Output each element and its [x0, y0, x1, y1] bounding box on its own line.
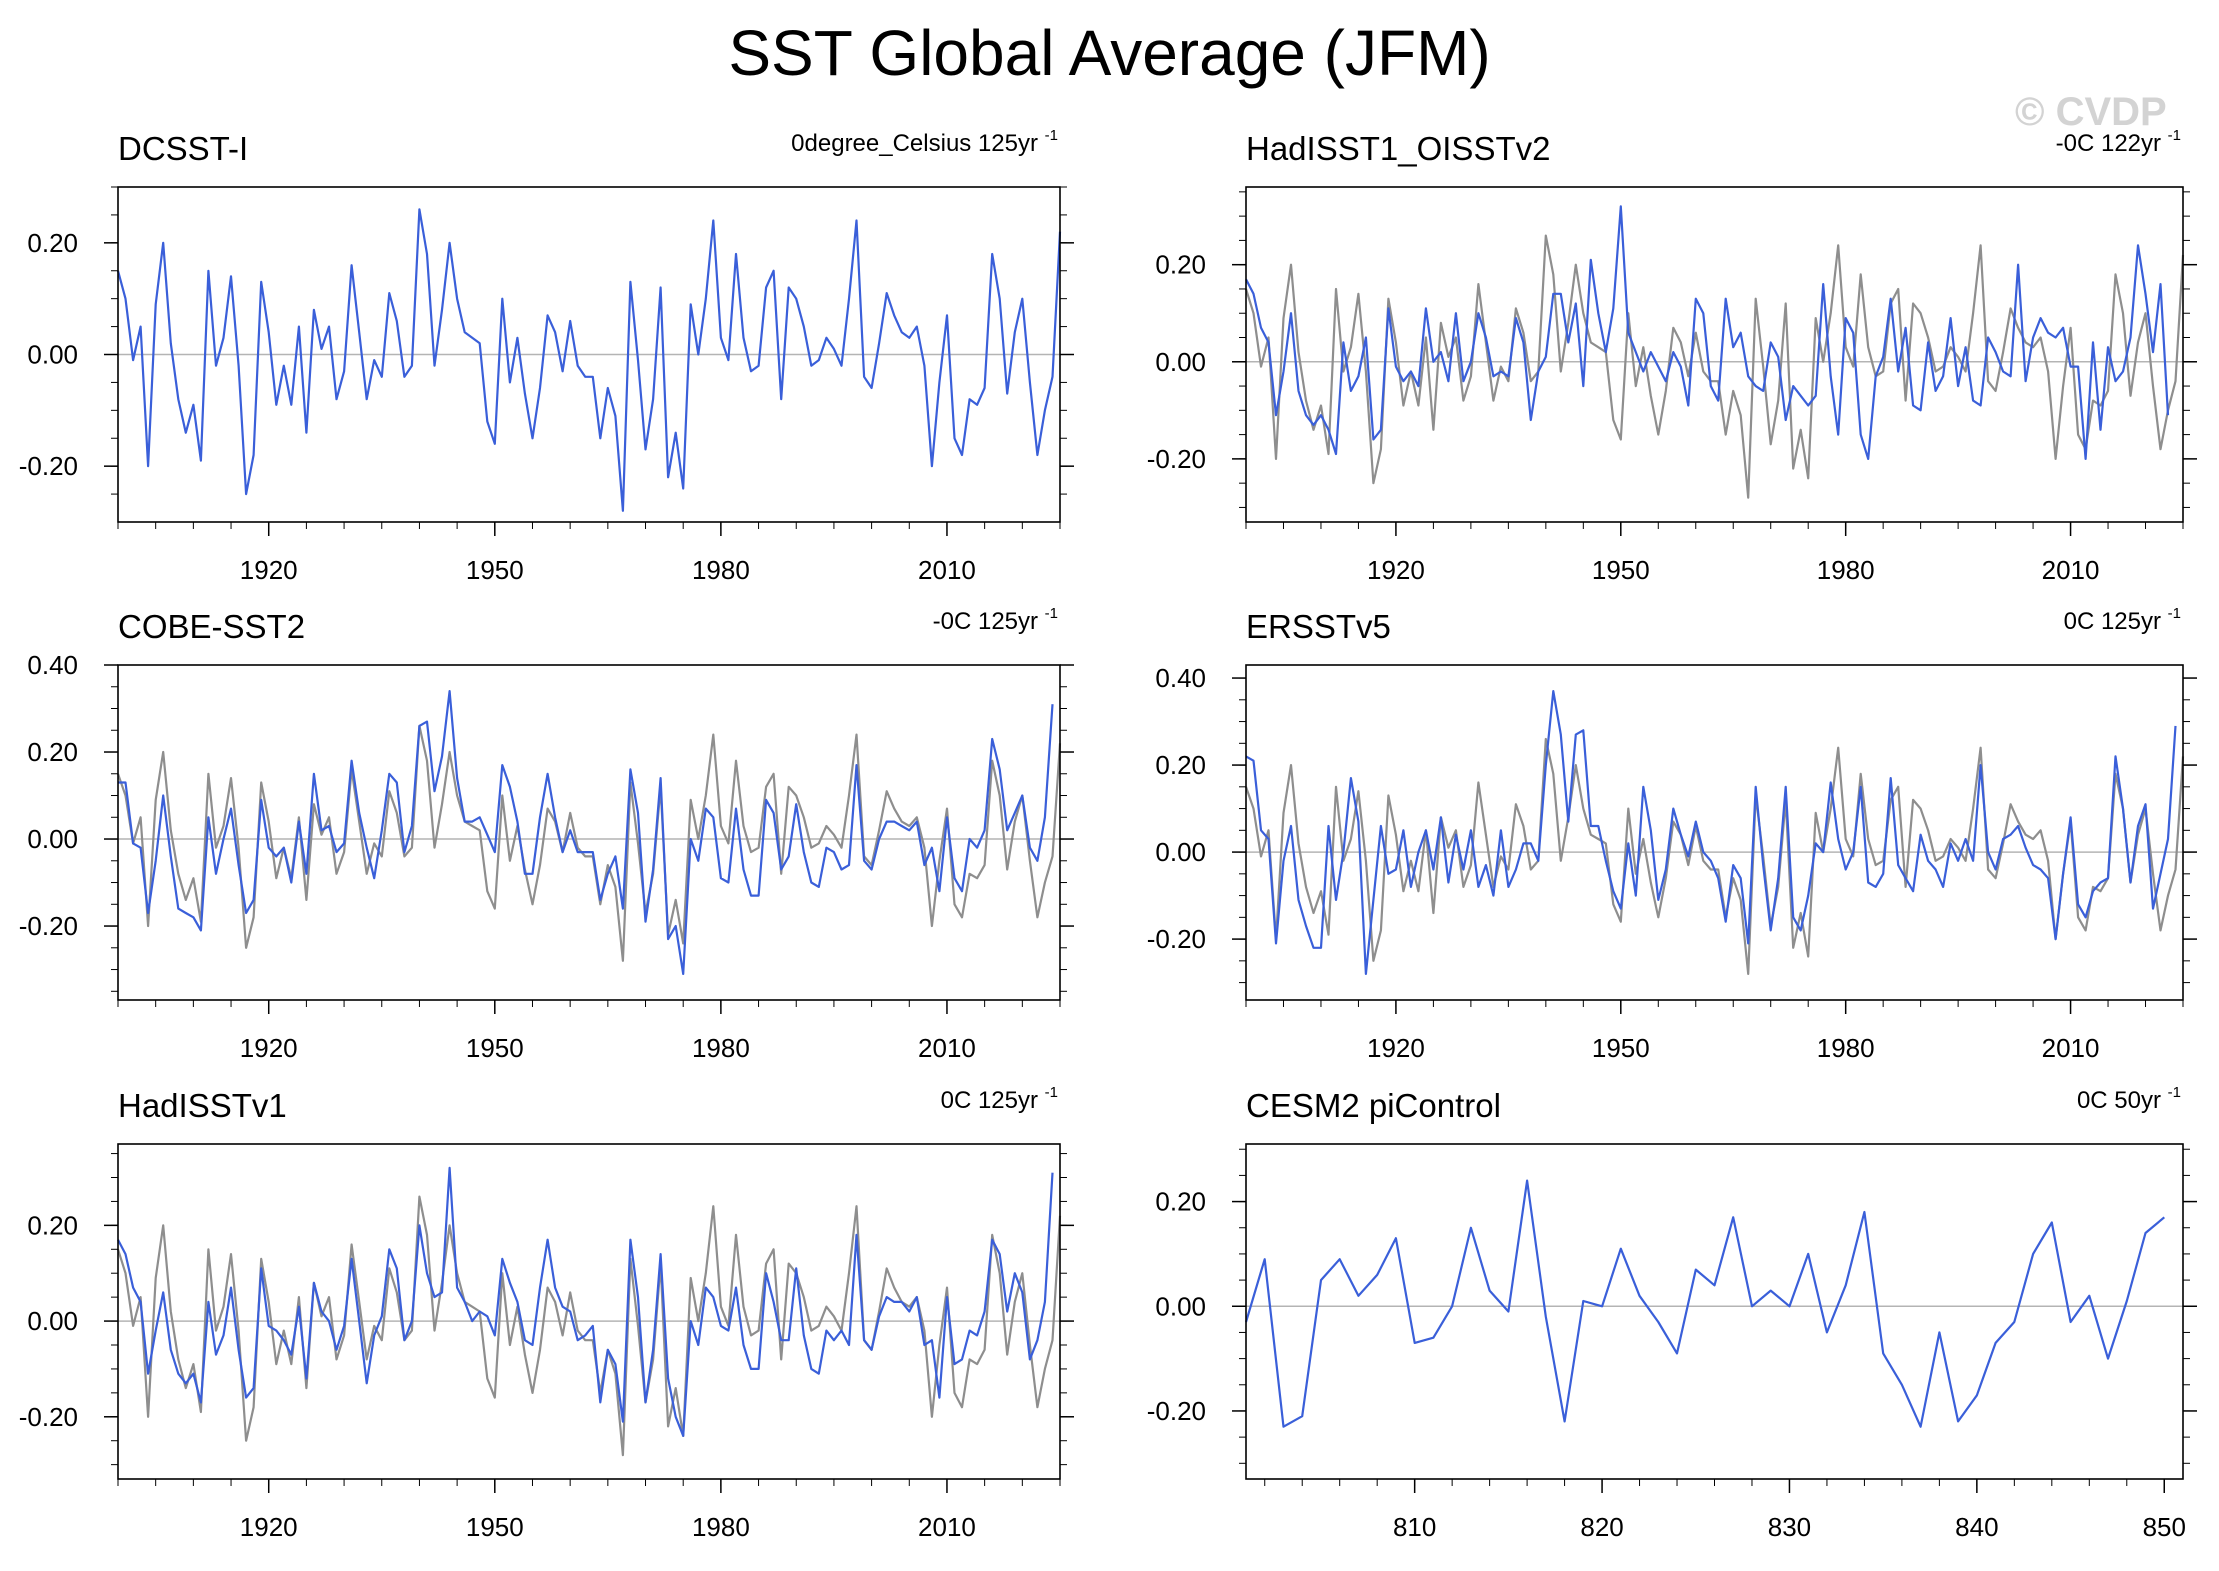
panel-cobe-sst2-info: -0C 125yr: [933, 608, 1038, 635]
panel-cesm2-picontrol: CESM2 piControl 0C 50yr -1 0.20 0.00 -0.20 810…: [1147, 1084, 2197, 1542]
panel-cesm2-picontrol-ytick-label: 0.00: [1155, 1291, 1206, 1321]
panel-hadisst1-oisstv2-series-reference-line: [1244, 234, 2185, 499]
panel-cobe-sst2-series-main-line: [118, 689, 1054, 976]
panel-ersstv5-series-main-line: [1245, 689, 2177, 976]
panel-cesm2-picontrol-frame: [1245, 1143, 2184, 1480]
panel-hadisst1-oisstv2-info: -0C 122yr: [2056, 130, 2161, 157]
panel-hadisst1-oisstv2-ytick-label: 0.00: [1155, 347, 1206, 377]
panel-cesm2-picontrol-xtick-label: 820: [1580, 1512, 1623, 1542]
panel-hadisstv1-xtick-label: 2010: [918, 1512, 976, 1542]
panel-ersstv5-xtick-label: 1950: [1592, 1033, 1650, 1063]
panel-cobe-sst2-xtick-label: 2010: [918, 1033, 976, 1063]
panel-ersstv5-info: 0C 125yr: [2064, 608, 2161, 635]
panel-ersstv5-frame: [1245, 664, 2184, 1001]
panel-hadisstv1-xtick-label: 1920: [240, 1512, 298, 1542]
panel-hadisst1-oisstv2-ytick-label: -0.20: [1147, 444, 1206, 474]
panel-cesm2-picontrol-info-sup: -1: [2168, 1084, 2181, 1101]
panel-ersstv5-xtick-label: 1980: [1817, 1033, 1875, 1063]
panel-hadisstv1-ytick-label: 0.00: [27, 1306, 78, 1336]
panel-ersstv5-info-sup: -1: [2168, 605, 2181, 622]
panel-cesm2-picontrol-title: CESM2 piControl: [1246, 1087, 1501, 1124]
panel-dcsst-i-ytick-label: 0.20: [27, 228, 78, 258]
panel-hadisstv1-title: HadISSTv1: [118, 1087, 287, 1124]
panel-hadisstv1: HadISSTv1 0C 125yr -1 0.20 0.00 -0.20 1920 1950…: [19, 1084, 1074, 1542]
panel-cobe-sst2-ytick-label: 0.40: [27, 650, 78, 680]
panel-hadisstv1-info: 0C 125yr: [941, 1087, 1038, 1114]
panel-cobe-sst2-info-sup: -1: [1045, 605, 1058, 622]
panel-dcsst-i-ytick-label: -0.20: [19, 451, 78, 481]
panel-hadisst1-oisstv2-title: HadISST1_OISSTv2: [1246, 130, 1550, 167]
panel-dcsst-i-xtick-label: 1920: [240, 555, 298, 585]
panel-ersstv5: ERSSTv5 0C 125yr -1 0.40 0.20 0.00 -0.20 1920 19…: [1147, 605, 2197, 1063]
panel-ersstv5-xtick-label: 2010: [2042, 1033, 2100, 1063]
panel-dcsst-i-xtick-label: 1950: [466, 555, 524, 585]
panel-cobe-sst2: COBE-SST2 -0C 125yr -1 0.40 0.20 0.00 -0.20 192…: [19, 605, 1074, 1063]
panel-cobe-sst2-xtick-label: 1950: [466, 1033, 524, 1063]
figure-title: SST Global Average (JFM): [728, 17, 1491, 89]
panel-cobe-sst2-series-reference-line: [116, 724, 1062, 962]
panel-cesm2-picontrol-xtick-label: 810: [1393, 1512, 1436, 1542]
panel-ersstv5-title: ERSSTv5: [1246, 608, 1391, 645]
panel-hadisst1-oisstv2-series-main-line: [1245, 205, 2170, 460]
panel-cobe-sst2-ytick-label: -0.20: [19, 911, 78, 941]
panel-cesm2-picontrol-xtick-label: 850: [2143, 1512, 2186, 1542]
panels-layer: DCSST-I 0degree_Celsius 125yr -1 0.20 0.00 -0…: [19, 127, 2197, 1542]
panel-hadisstv1-xtick-label: 1950: [466, 1512, 524, 1542]
panel-hadisst1-oisstv2-xtick-label: 1920: [1367, 555, 1425, 585]
panel-hadisst1-oisstv2-frame: [1245, 186, 2184, 523]
cvdp-watermark: © CVDP: [2015, 90, 2167, 134]
panel-ersstv5-xtick-label: 1920: [1367, 1033, 1425, 1063]
panel-hadisstv1-series-reference-line: [116, 1195, 1062, 1457]
panel-cobe-sst2-frame: [117, 664, 1061, 1001]
panel-cobe-sst2-xtick-label: 1920: [240, 1033, 298, 1063]
panel-dcsst-i: DCSST-I 0degree_Celsius 125yr -1 0.20 0.00 -0…: [19, 127, 1074, 585]
panel-dcsst-i-info-sup: -1: [1045, 127, 1058, 144]
panel-cesm2-picontrol-series-main-line: [1244, 1179, 2166, 1428]
panel-ersstv5-ytick-label: -0.20: [1147, 924, 1206, 954]
panel-cobe-sst2-title: COBE-SST2: [118, 608, 305, 645]
panel-hadisstv1-xtick-label: 1980: [692, 1512, 750, 1542]
panel-dcsst-i-info: 0degree_Celsius 125yr: [791, 130, 1038, 157]
panel-dcsst-i-series-main-line: [116, 208, 1062, 512]
panel-cobe-sst2-xtick-label: 1980: [692, 1033, 750, 1063]
panel-ersstv5-ytick-label: 0.00: [1155, 837, 1206, 867]
panel-hadisstv1-ytick-label: -0.20: [19, 1402, 78, 1432]
panel-dcsst-i-xtick-label: 1980: [692, 555, 750, 585]
panel-dcsst-i-xtick-label: 2010: [918, 555, 976, 585]
panel-hadisst1-oisstv2-info-sup: -1: [2168, 127, 2181, 144]
panel-cobe-sst2-ytick-label: 0.00: [27, 824, 78, 854]
panel-cesm2-picontrol-ytick-label: -0.20: [1147, 1396, 1206, 1426]
panel-cobe-sst2-ytick-label: 0.20: [27, 737, 78, 767]
panel-cesm2-picontrol-ytick-label: 0.20: [1155, 1187, 1206, 1217]
panel-hadisst1-oisstv2-xtick-label: 2010: [2042, 555, 2100, 585]
panel-hadisstv1-frame: [117, 1143, 1061, 1480]
panel-hadisstv1-ytick-label: 0.20: [27, 1210, 78, 1240]
panel-hadisstv1-series-main-line: [117, 1166, 1054, 1438]
panel-hadisstv1-info-sup: -1: [1045, 1084, 1058, 1101]
panel-ersstv5-ytick-label: 0.20: [1155, 750, 1206, 780]
panel-ersstv5-ytick-label: 0.40: [1155, 663, 1206, 693]
panel-cesm2-picontrol-info: 0C 50yr: [2077, 1087, 2161, 1114]
panel-cesm2-picontrol-xtick-label: 830: [1768, 1512, 1811, 1542]
panel-hadisst1-oisstv2: HadISST1_OISSTv2 -0C 122yr -1 0.20 0.00 -0.20…: [1147, 127, 2197, 585]
panel-dcsst-i-ytick-label: 0.00: [27, 340, 78, 370]
panel-cesm2-picontrol-xtick-label: 840: [1955, 1512, 1998, 1542]
panel-hadisst1-oisstv2-ytick-label: 0.20: [1155, 250, 1206, 280]
panel-dcsst-i-title: DCSST-I: [118, 130, 248, 167]
panel-hadisst1-oisstv2-xtick-label: 1950: [1592, 555, 1650, 585]
panel-hadisst1-oisstv2-xtick-label: 1980: [1817, 555, 1875, 585]
